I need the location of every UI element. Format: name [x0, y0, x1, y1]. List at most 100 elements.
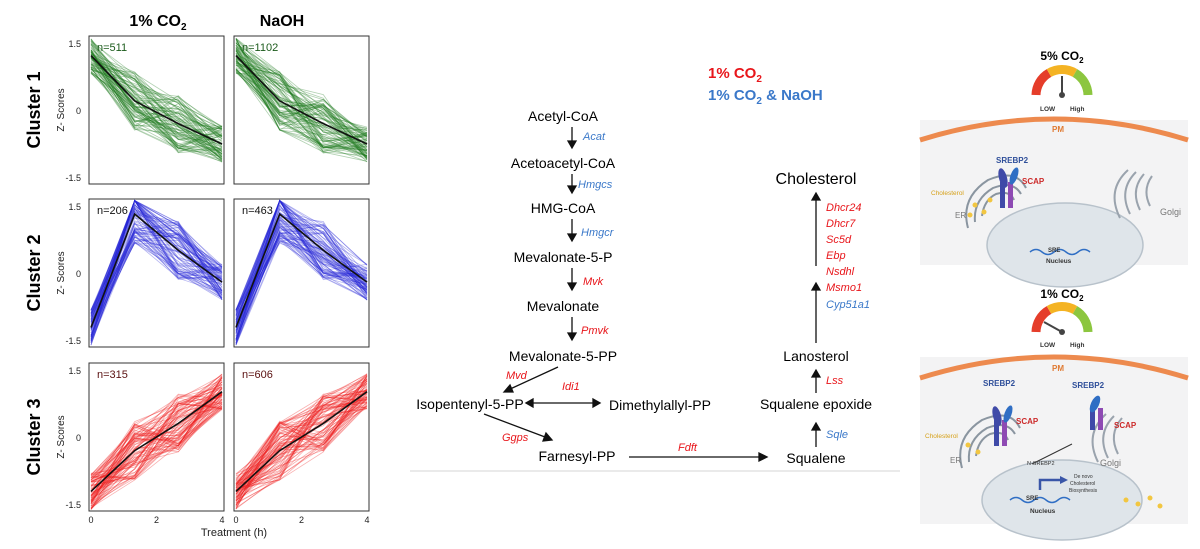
profile-trace — [235, 199, 368, 324]
srebp2-icon — [992, 405, 1013, 446]
profile-trace — [90, 56, 223, 146]
nucleus-icon — [986, 202, 1144, 288]
profile-trace — [235, 214, 368, 311]
profile-trace — [235, 199, 368, 310]
profile-trace — [90, 51, 223, 137]
profile-trace — [235, 53, 368, 136]
profile-trace — [235, 62, 368, 138]
profile-trace — [90, 206, 223, 311]
profile-trace — [90, 44, 223, 155]
cluster-plot-1-co2: n=511 — [88, 35, 225, 185]
profile-trace — [235, 398, 368, 502]
gauge-icon — [1031, 65, 1093, 98]
profile-trace — [90, 374, 223, 490]
profile-trace — [90, 61, 223, 150]
srebp2-label-golgi: SREBP2 — [1072, 381, 1105, 390]
gene-ggps: Ggps — [502, 432, 529, 444]
metabolite-mevalonate-5-p: Mevalonate-5-P — [514, 249, 613, 265]
metabolite-isopentenyl-5-pp: Isopentenyl-5-PP — [416, 396, 523, 412]
cluster-label: Cluster 2 — [24, 234, 44, 311]
profile-trace — [90, 71, 223, 152]
mean-profile-line — [235, 55, 368, 145]
profile-trace — [90, 397, 223, 506]
profile-trace — [90, 376, 223, 476]
x-tick-label: 4 — [219, 515, 224, 525]
profile-trace — [235, 391, 368, 488]
profile-trace — [235, 46, 368, 152]
y-axis-label: Z- Scores — [56, 415, 67, 458]
profile-trace — [235, 216, 368, 311]
cluster-row-3: Cluster 3 Z- Scores 1.5 0 -1.5 n=315 0 2 4 n=606 0… — [24, 362, 370, 525]
metabolite-hmg-coa: HMG-CoA — [531, 200, 596, 216]
profile-trace — [235, 231, 368, 334]
cluster-count: n=606 — [242, 369, 273, 381]
cluster-count: n=511 — [97, 42, 127, 54]
profile-trace — [235, 219, 368, 334]
profile-trace — [235, 391, 368, 492]
profile-trace — [90, 399, 223, 510]
profile-trace — [90, 208, 223, 341]
profile-trace — [235, 398, 368, 482]
profile-trace — [90, 50, 223, 136]
metabolite-acetoacetyl-coa: Acetoacetyl-CoA — [511, 155, 616, 171]
profile-trace — [235, 375, 368, 510]
nucleus-label: Nucleus — [1030, 508, 1056, 515]
de-novo-label-1: De novo — [1074, 474, 1093, 480]
profile-trace — [235, 392, 368, 490]
profile-trace — [235, 224, 368, 316]
profile-trace — [235, 69, 368, 148]
profile-trace — [90, 199, 223, 321]
profile-trace — [90, 57, 223, 147]
profile-trace — [90, 392, 223, 481]
gene-sqle: Sqle — [826, 429, 848, 441]
profile-trace — [235, 237, 368, 326]
nucleus-label: Nucleus — [1046, 258, 1072, 265]
profile-trace — [90, 214, 223, 319]
profile-trace — [90, 199, 223, 317]
profile-trace — [90, 199, 223, 336]
profile-trace — [235, 65, 368, 159]
profile-trace — [235, 218, 368, 337]
profile-trace — [90, 199, 223, 333]
profile-trace — [235, 43, 368, 155]
gene-lss: Lss — [826, 375, 844, 387]
profile-trace — [235, 49, 368, 158]
profile-trace — [90, 236, 223, 329]
y-tick-label: 1.5 — [68, 366, 81, 376]
profile-trace — [90, 380, 223, 504]
profile-trace — [90, 55, 223, 154]
metabolite-squalene-epoxide: Squalene epoxide — [760, 396, 872, 412]
gauge-low-label: LOW — [1040, 342, 1056, 349]
profile-trace — [235, 231, 368, 332]
profile-trace — [90, 403, 223, 502]
column-header-co2: 1% CO2 — [129, 13, 187, 33]
cluster-row-2: Cluster 2 Z- Scores 1.5 0 -1.5 n=206 n=463 — [24, 198, 370, 348]
profile-trace — [90, 58, 223, 162]
gauge-icon — [1031, 302, 1093, 335]
metabolite-lanosterol: Lanosterol — [783, 348, 848, 364]
profile-trace — [235, 234, 368, 340]
gene-sc5d: Sc5d — [826, 234, 852, 246]
profile-trace — [90, 393, 223, 492]
profile-trace — [235, 396, 368, 495]
profile-trace — [90, 404, 223, 478]
profile-trace — [90, 209, 223, 322]
profile-trace — [90, 207, 223, 341]
profile-trace — [90, 43, 223, 161]
profile-trace — [90, 51, 223, 158]
cell-schematic-1pct: 1% CO2 LOW High PM — [919, 287, 1189, 541]
profile-trace — [90, 395, 223, 490]
profile-trace — [235, 64, 368, 149]
profile-trace — [90, 47, 223, 150]
profile-trace — [90, 386, 223, 507]
profile-trace — [235, 53, 368, 150]
srebp2-golgi-icon — [1089, 395, 1103, 430]
scap-label-er: SCAP — [1016, 417, 1039, 426]
profile-trace — [235, 375, 368, 505]
profile-trace — [235, 240, 368, 325]
srebp2-icon — [998, 167, 1019, 208]
profile-trace — [90, 398, 223, 492]
profile-trace — [90, 234, 223, 336]
cluster-count: n=463 — [242, 205, 273, 217]
profile-trace — [90, 403, 223, 497]
